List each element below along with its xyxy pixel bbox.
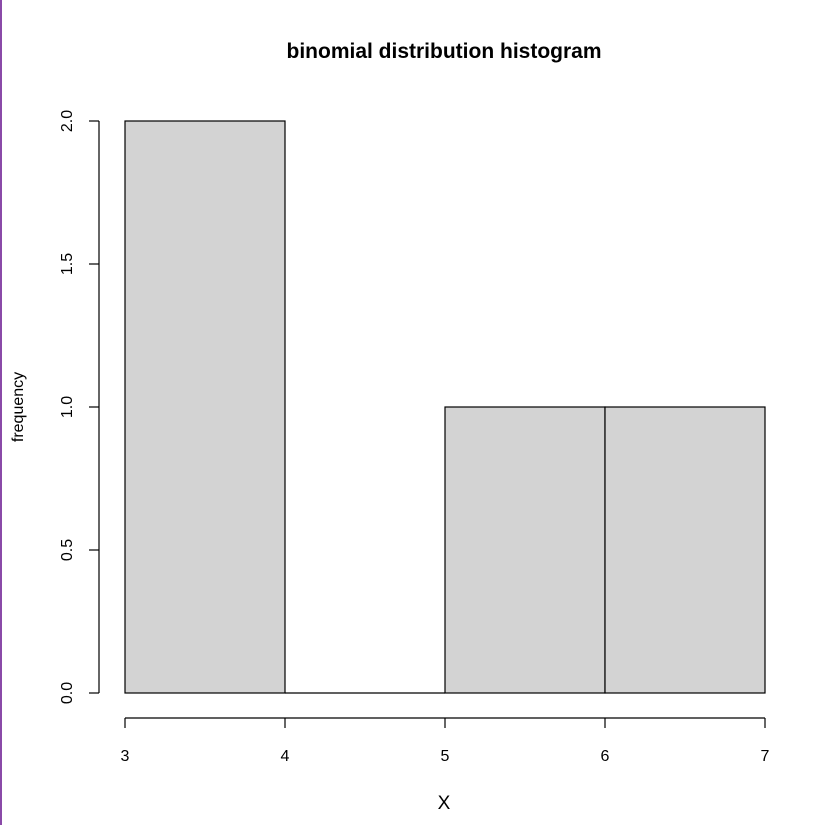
y-tick-label: 2.0 <box>59 110 76 132</box>
x-tick-label: 7 <box>761 748 770 765</box>
x-tick-label: 4 <box>281 748 290 765</box>
y-tick-label: 0.0 <box>59 682 76 704</box>
histogram-bar <box>124 120 286 694</box>
x-tick-label: 3 <box>121 748 130 765</box>
x-tick-label: 5 <box>441 748 450 765</box>
histogram-bar <box>604 406 766 694</box>
chart-title: binomial distribution histogram <box>287 40 602 63</box>
y-tick-label: 1.5 <box>59 253 76 275</box>
y-axis-label: frequency <box>10 372 27 442</box>
bars-group <box>124 120 766 694</box>
histogram-bar <box>444 406 606 694</box>
x-axis-label: X <box>438 793 451 814</box>
x-tick-label: 6 <box>601 748 610 765</box>
y-tick-label: 1.0 <box>59 396 76 418</box>
window-edge <box>0 0 2 825</box>
x-axis: 3 4 5 6 7 <box>121 717 770 765</box>
y-axis: 0.0 0.5 1.0 1.5 2.0 <box>59 110 100 704</box>
y-tick-label: 0.5 <box>59 539 76 561</box>
